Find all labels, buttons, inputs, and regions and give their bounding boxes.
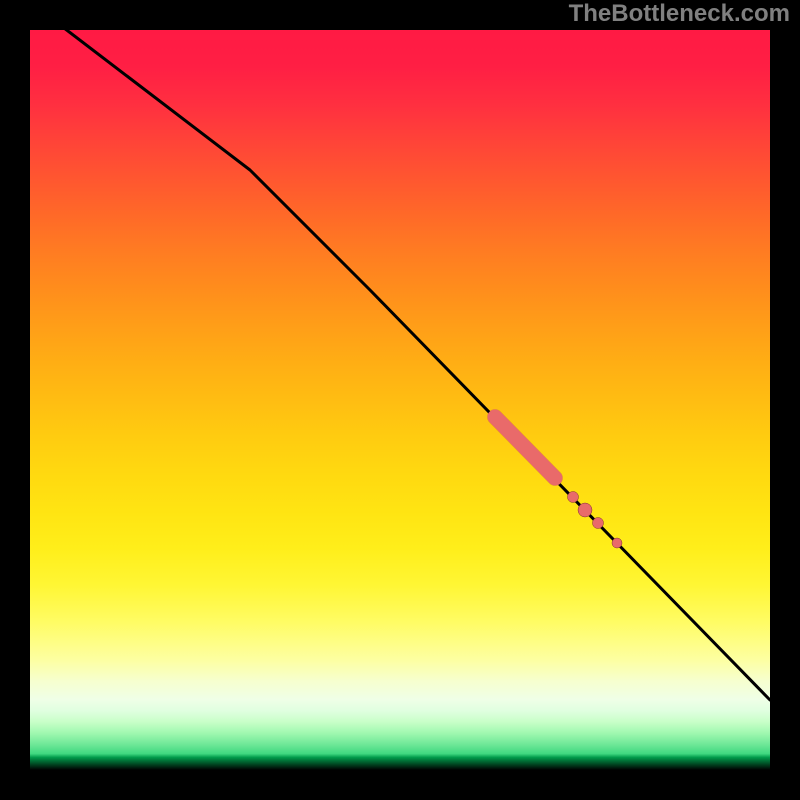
- marker-dot: [568, 492, 579, 503]
- marker-dot: [578, 503, 592, 517]
- marker-dot: [612, 538, 622, 548]
- watermark-text: TheBottleneck.com: [569, 0, 790, 28]
- chart-canvas: [0, 0, 800, 800]
- marker-dot: [593, 518, 604, 529]
- chart-container: TheBottleneck.com: [0, 0, 800, 800]
- plot-gradient: [30, 30, 770, 770]
